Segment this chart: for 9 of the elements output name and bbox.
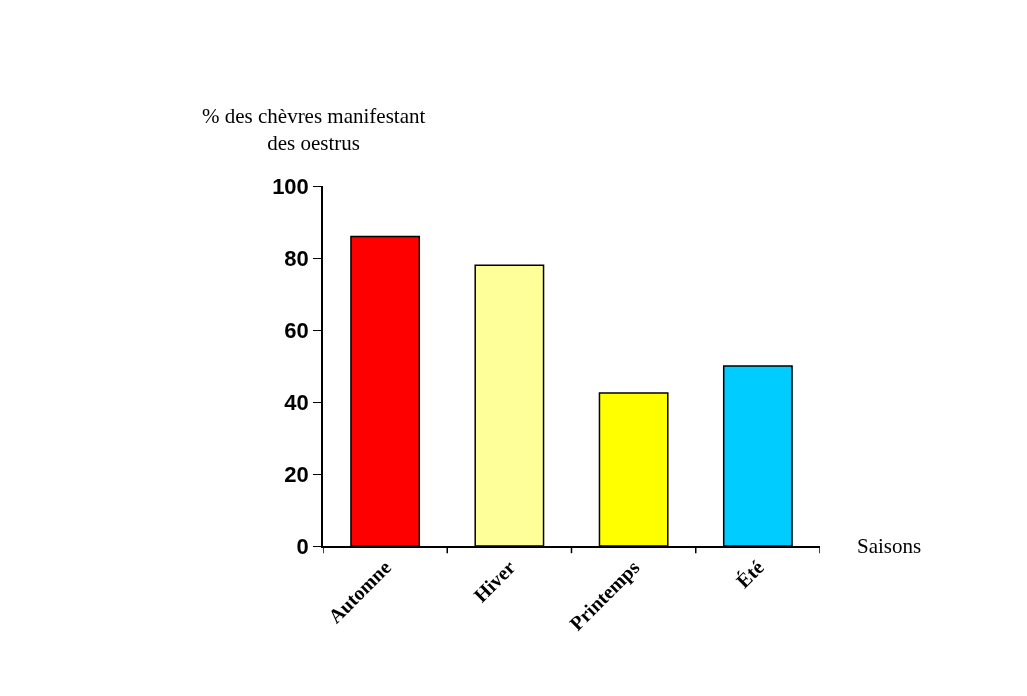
x-tick-label: Été: [731, 556, 768, 593]
y-tick-label: 100: [272, 173, 309, 199]
y-axis-title: % des chèvres manifestant des oestrus: [202, 104, 426, 156]
y-tick-label: 80: [284, 245, 309, 271]
y-tick-label: 40: [284, 389, 309, 415]
x-axis-title: Saisons: [857, 534, 922, 558]
y-tick-label: 60: [284, 317, 309, 343]
y-tick-label: 20: [284, 461, 309, 487]
y-tick-label: 0: [296, 533, 309, 559]
